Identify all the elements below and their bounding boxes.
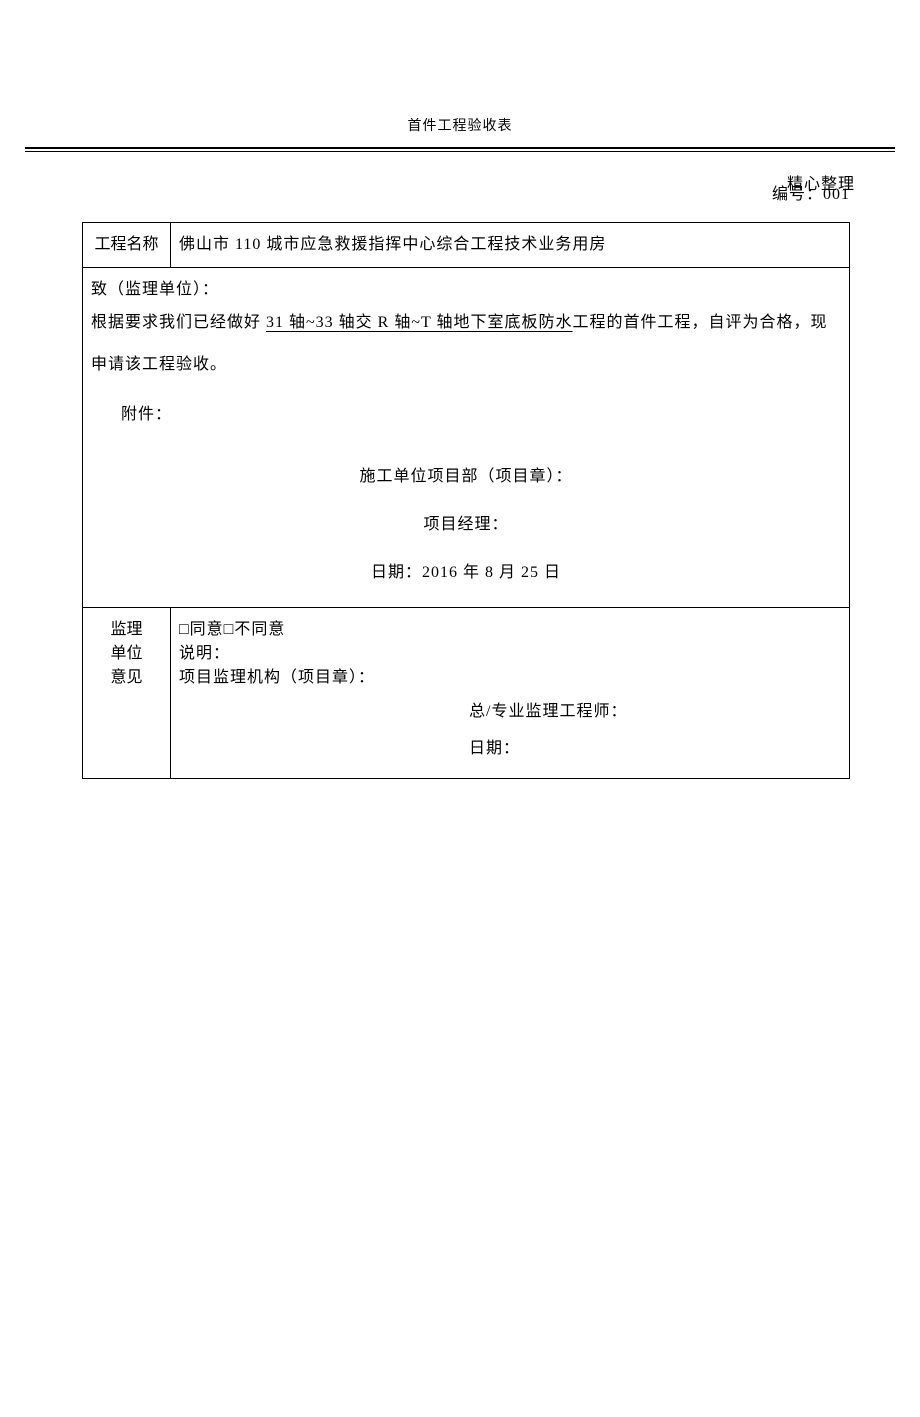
document-title: 首件工程验收表 [0,115,920,135]
checkbox-line: □同意□不同意 [179,618,841,642]
supervisor-body-cell: □同意□不同意 说明： 项目监理机构（项目章）： 总/专业监理工程师： 日期： [171,608,850,779]
document-number: 编号：001 [0,180,850,204]
addressed-to: 致（监理单位）： [91,278,841,302]
supervisor-signature-block: 总/专业监理工程师： 日期： [469,694,841,768]
date-value: 2016 年 8 月 25 日 [422,564,561,581]
construction-dept-label: 施工单位项目部（项目章）： [91,453,841,501]
attachment-label: 附件： [91,403,841,427]
supervisor-date-label: 日期： [469,731,841,768]
supervisor-engineer-label: 总/专业监理工程师： [469,694,841,731]
para-prefix: 根据要求我们已经做好 [91,314,266,331]
project-manager-label: 项目经理： [91,501,841,549]
project-name-value: 佛山市 110 城市应急救援指挥中心综合工程技术业务用房 [171,223,850,268]
supervisor-side-label: 监理 单位 意见 [83,608,171,779]
date-label: 日期： [371,564,422,581]
project-name-label: 工程名称 [83,223,171,268]
side-label-line2: 单位 [110,645,142,662]
application-body-cell: 致（监理单位）： 根据要求我们已经做好 31 轴~33 轴交 R 轴~T 轴地下… [83,268,850,608]
date-line: 日期：2016 年 8 月 25 日 [91,549,841,597]
application-paragraph: 根据要求我们已经做好 31 轴~33 轴交 R 轴~T 轴地下室底板防水工程的首… [91,302,841,385]
divider-thin [25,151,895,152]
checkbox-disagree[interactable]: □不同意 [224,621,286,638]
side-label-line1: 监理 [110,621,142,638]
divider-thick [25,147,895,149]
supervisor-org-label: 项目监理机构（项目章）： [179,666,841,690]
signature-block: 施工单位项目部（项目章）： 项目经理： 日期：2016 年 8 月 25 日 [91,453,841,597]
acceptance-form-table: 工程名称 佛山市 110 城市应急救援指挥中心综合工程技术业务用房 致（监理单位… [82,222,850,779]
side-label-line3: 意见 [110,669,142,686]
table-row-project-name: 工程名称 佛山市 110 城市应急救援指挥中心综合工程技术业务用房 [83,223,850,268]
explain-label: 说明： [179,642,841,666]
table-row-supervisor-opinion: 监理 单位 意见 □同意□不同意 说明： 项目监理机构（项目章）： 总/专业监理… [83,608,850,779]
para-underlined: 31 轴~33 轴交 R 轴~T 轴地下室底板防水 [266,314,572,331]
table-row-application-body: 致（监理单位）： 根据要求我们已经做好 31 轴~33 轴交 R 轴~T 轴地下… [83,268,850,608]
header-mark: 精心整理 [787,170,855,194]
checkbox-agree[interactable]: □同意 [179,621,224,638]
